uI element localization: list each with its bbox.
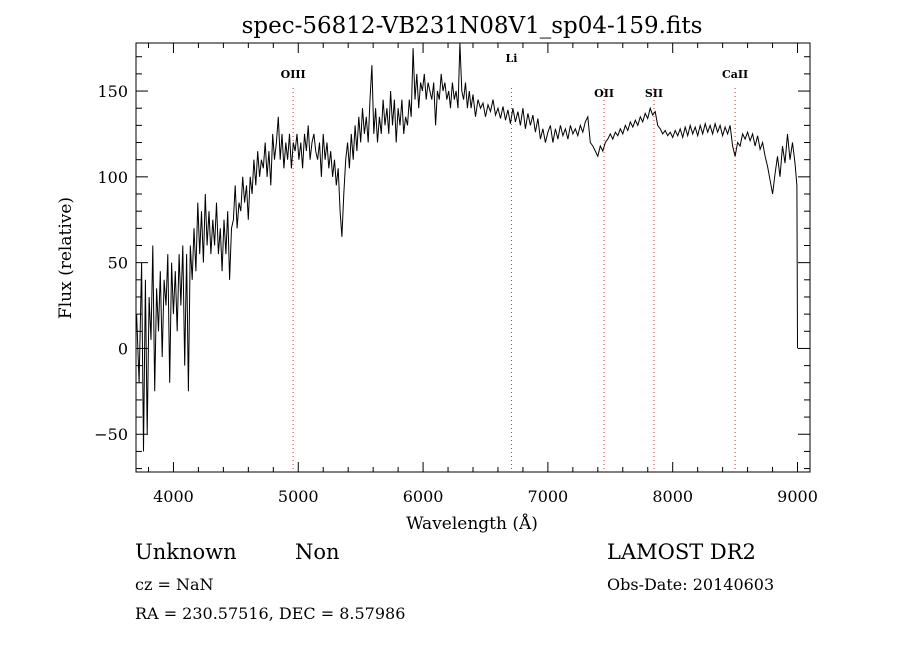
survey-label: LAMOST DR2 bbox=[607, 540, 756, 564]
spectrum-line bbox=[136, 42, 798, 452]
marker-label-oii: OII bbox=[594, 87, 614, 100]
subclass-label: Non bbox=[295, 540, 340, 564]
y-tick-label: 50 bbox=[108, 254, 128, 273]
plot-frame bbox=[135, 42, 811, 473]
axis-ticks: 4000 5000 6000 7000 8000 9000 −50 0 50 100 150 bbox=[94, 43, 818, 506]
y-axis-label: Flux (relative) bbox=[56, 197, 76, 319]
x-tick-label: 5000 bbox=[278, 487, 319, 506]
y-tick-label: −50 bbox=[94, 425, 128, 444]
redshift-label: cz = NaN bbox=[135, 575, 214, 594]
obs-date-label: Obs-Date: 20140603 bbox=[607, 575, 775, 594]
marker-label-li: Li bbox=[505, 52, 517, 65]
coordinates-label: RA = 230.57516, DEC = 8.57986 bbox=[135, 604, 406, 623]
chart-title: spec-56812-VB231N08V1_sp04-159.fits bbox=[242, 13, 703, 39]
y-tick-label: 100 bbox=[97, 168, 128, 187]
x-tick-label: 8000 bbox=[652, 487, 693, 506]
x-axis-label: Wavelength (Å) bbox=[406, 513, 538, 534]
x-tick-label: 7000 bbox=[528, 487, 569, 506]
x-tick-label: 6000 bbox=[403, 487, 444, 506]
y-tick-label: 0 bbox=[118, 339, 128, 358]
x-tick-label: 4000 bbox=[153, 487, 194, 506]
y-tick-label: 150 bbox=[97, 82, 128, 101]
marker-label-oiii: OIII bbox=[281, 68, 306, 81]
line-annotations: OIII Li OII SII CaII bbox=[281, 52, 748, 472]
marker-label-sii: SII bbox=[645, 87, 663, 100]
marker-label-caii: CaII bbox=[722, 68, 748, 81]
class-label: Unknown bbox=[135, 540, 237, 564]
x-tick-label: 9000 bbox=[777, 487, 818, 506]
